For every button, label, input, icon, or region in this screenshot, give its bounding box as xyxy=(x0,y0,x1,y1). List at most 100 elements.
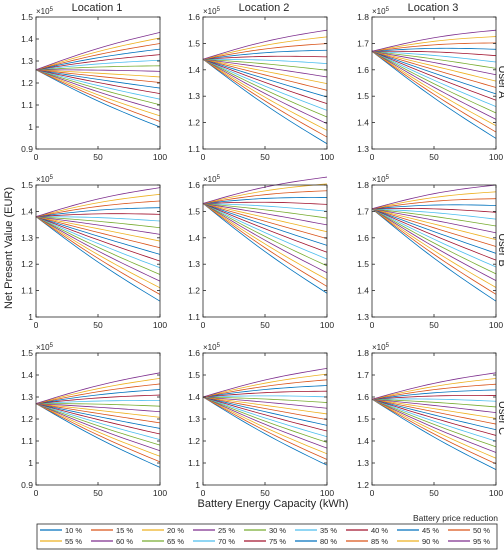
legend-item-10-pct: 10 % xyxy=(40,526,82,535)
series-line-55-pct xyxy=(35,69,161,78)
y-tick-label: 1.4 xyxy=(21,34,33,44)
series-line-60-pct xyxy=(35,69,161,72)
legend-item-35-pct: 35 % xyxy=(295,526,337,535)
series-line-35-pct xyxy=(35,216,161,269)
series-line-60-pct xyxy=(202,203,328,226)
series-line-85-pct xyxy=(35,200,161,218)
exponent-label: ×105 xyxy=(203,7,221,16)
y-tick-label: 1.4 xyxy=(21,206,33,216)
series-line-20-pct xyxy=(202,58,328,131)
y-tick-label: 1.3 xyxy=(357,144,369,154)
legend-label: 85 % xyxy=(371,537,388,546)
series-line-55-pct xyxy=(35,403,161,418)
y-tick-label: 1.5 xyxy=(188,370,200,380)
x-tick-label: 100 xyxy=(153,152,167,162)
x-tick-label: 50 xyxy=(429,152,439,162)
column-title-location-1: Location 1 xyxy=(72,2,123,14)
series-line-25-pct xyxy=(202,58,328,125)
y-tick-label: 1.5 xyxy=(188,38,200,48)
series-lines xyxy=(371,184,497,302)
series-line-70-pct xyxy=(35,400,161,404)
legend-box xyxy=(36,523,498,550)
series-line-80-pct xyxy=(35,48,161,71)
series-line-75-pct xyxy=(35,54,161,71)
series-line-95-pct xyxy=(35,32,161,71)
series-line-50-pct xyxy=(202,58,328,91)
y-tick-label: 1.8 xyxy=(357,180,369,190)
y-tick-label: 1.5 xyxy=(357,414,369,424)
series-line-65-pct xyxy=(371,398,497,408)
series-line-95-pct xyxy=(202,29,328,60)
series-line-20-pct xyxy=(371,398,497,459)
series-line-40-pct xyxy=(35,69,161,95)
legend-item-50-pct: 50 % xyxy=(448,526,490,535)
series-line-85-pct xyxy=(371,198,497,210)
y-tick-label: 1.3 xyxy=(21,56,33,66)
series-line-95-pct xyxy=(35,372,161,404)
y-tick-label: 1.1 xyxy=(188,312,200,322)
series-line-80-pct xyxy=(371,389,497,400)
series-line-10-pct xyxy=(202,396,328,466)
series-line-65-pct xyxy=(35,216,161,229)
x-tick-label: 0 xyxy=(34,152,39,162)
legend-item-60-pct: 60 % xyxy=(91,537,133,546)
series-line-85-pct xyxy=(35,383,161,404)
series-line-25-pct xyxy=(371,208,497,282)
series-line-90-pct xyxy=(202,183,328,204)
series-line-45-pct xyxy=(202,203,328,246)
x-tick-label: 0 xyxy=(201,152,206,162)
series-line-10-pct xyxy=(35,216,161,302)
series-line-15-pct xyxy=(371,50,497,133)
y-tick-label: 1.2 xyxy=(21,414,33,424)
y-tick-label: 1.3 xyxy=(21,233,33,243)
x-tick-label: 50 xyxy=(429,320,439,330)
series-line-90-pct xyxy=(371,36,497,52)
series-line-70-pct xyxy=(371,50,497,63)
series-line-40-pct xyxy=(202,203,328,253)
series-line-55-pct xyxy=(202,203,328,233)
column-title-location-3: Location 3 xyxy=(408,2,459,14)
series-line-60-pct xyxy=(35,403,161,413)
series-line-95-pct xyxy=(202,368,328,398)
series-lines xyxy=(35,372,161,468)
panel-r0-c1: 1.1 1.2 1.3 1.4 1.5 1.6 0 50 100 ×105 xyxy=(188,7,334,162)
panel-r2-c2: 1.2 1.3 1.4 1.5 1.6 1.7 1.8 0 50 100 ×105 xyxy=(357,343,503,498)
series-line-70-pct xyxy=(371,398,497,402)
series-line-15-pct xyxy=(371,208,497,295)
exponent-power: 5 xyxy=(50,343,54,349)
legend: Battery price reduction 10 % 15 % 20 % 25 %… xyxy=(36,513,498,550)
series-line-45-pct xyxy=(202,396,328,426)
panels: 0.911.11.21.31.41.50 50 100×1051.11.21.31.… xyxy=(21,7,503,498)
series-line-30-pct xyxy=(35,216,161,275)
legend-item-80-pct: 80 % xyxy=(295,537,337,546)
x-tick-label: 100 xyxy=(320,488,334,498)
series-line-30-pct xyxy=(202,203,328,267)
series-line-20-pct xyxy=(35,69,161,117)
exponent-power: 5 xyxy=(217,7,221,13)
y-tick-label: 1.2 xyxy=(188,286,200,296)
y-tick-label: 1.1 xyxy=(188,458,200,468)
legend-label: 65 % xyxy=(167,537,184,546)
exponent-power: 5 xyxy=(217,343,221,349)
y-tick-label: 1 xyxy=(28,122,33,132)
series-lines xyxy=(371,29,497,139)
series-line-65-pct xyxy=(202,396,328,403)
series-line-75-pct xyxy=(35,213,161,218)
legend-label: 35 % xyxy=(320,526,337,535)
exponent-power: 5 xyxy=(50,175,54,181)
series-line-95-pct xyxy=(371,372,497,400)
series-line-25-pct xyxy=(35,216,161,282)
legend-item-85-pct: 85 % xyxy=(346,537,388,546)
series-lines xyxy=(35,187,161,302)
series-line-25-pct xyxy=(35,69,161,111)
series-line-10-pct xyxy=(35,403,161,468)
y-tick-label: 1.2 xyxy=(21,78,33,88)
series-line-70-pct xyxy=(202,58,328,64)
x-tick-label: 0 xyxy=(370,152,375,162)
y-tick-label: 1.2 xyxy=(21,259,33,269)
series-line-55-pct xyxy=(202,58,328,85)
exponent-label: ×105 xyxy=(372,7,390,16)
exponent-power: 5 xyxy=(386,175,390,181)
legend-item-95-pct: 95 % xyxy=(448,537,490,546)
